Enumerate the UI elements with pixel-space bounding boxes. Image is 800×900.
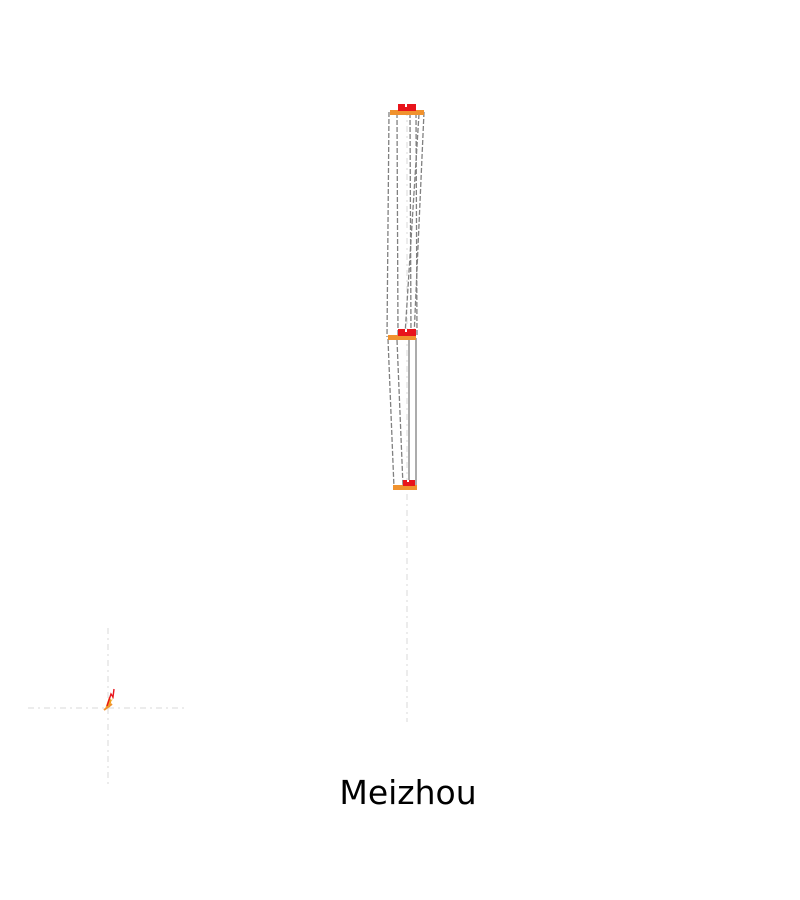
station-middle-base [388, 335, 416, 340]
station-top-mark [405, 104, 407, 107]
outline-cross-a [409, 112, 412, 337]
city-label: Meizhou [339, 773, 477, 812]
outline-right-upper [413, 111, 425, 338]
locator-crosshair [28, 628, 188, 788]
outline-inner-left [396, 112, 399, 336]
station-top [390, 104, 424, 115]
station-middle-mark [405, 329, 407, 332]
outline-inner-left-lower [396, 339, 404, 487]
outline-cross-b [404, 113, 420, 336]
station-middle-cap [398, 329, 416, 336]
outline-left-lower [387, 338, 395, 489]
station-bottom-base [393, 485, 417, 490]
station-bottom-mark [407, 480, 409, 482]
station-middle [388, 329, 416, 340]
station-bottom [393, 480, 417, 490]
station-bottom-cap [403, 480, 415, 486]
station-top-base [390, 110, 424, 115]
outline-left-upper [386, 111, 390, 338]
flame-icon [103, 688, 115, 711]
station-top-cap [398, 104, 416, 111]
tapered-outline [386, 111, 425, 489]
solid-links [408, 338, 417, 488]
